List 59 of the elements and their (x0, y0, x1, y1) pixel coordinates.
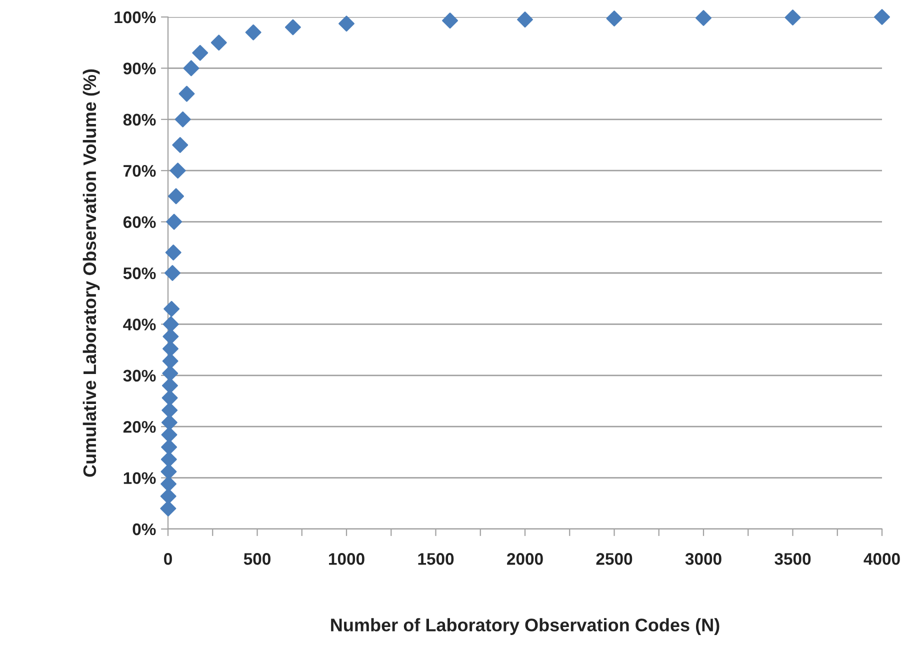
point (161, 414, 178, 430)
point (165, 244, 182, 260)
point (606, 10, 622, 27)
point (162, 390, 178, 406)
point (160, 476, 177, 492)
y-tick-label: 80% (123, 114, 156, 126)
point (442, 12, 458, 29)
point (162, 402, 178, 418)
point (284, 19, 301, 36)
y-tick-label: 100% (114, 11, 156, 24)
x-tick-label: 2000 (507, 553, 543, 565)
point (174, 111, 191, 128)
x-axis-title: Number of Laboratory Observation Codes (N) (331, 618, 720, 635)
point (245, 24, 262, 40)
point (160, 500, 176, 516)
point (192, 44, 208, 61)
y-tick-label: 50% (123, 267, 156, 280)
point (160, 488, 176, 504)
point (162, 378, 178, 394)
point (164, 265, 180, 281)
point (338, 16, 354, 32)
point (162, 365, 178, 382)
y-tick-label: 70% (124, 165, 156, 177)
y-tick-label: 60% (123, 216, 156, 228)
point (172, 137, 188, 153)
y-tick-label: 0% (132, 523, 156, 536)
x-tick-label: 1000 (329, 553, 364, 565)
point (168, 188, 184, 204)
x-tick-label: 2500 (596, 553, 632, 565)
x-tick-label: 1500 (418, 553, 454, 565)
point (162, 340, 178, 357)
x-tick-label: 4000 (864, 553, 900, 565)
point (161, 439, 178, 456)
point (162, 353, 178, 370)
y-tick-label: 20% (123, 421, 156, 433)
point (210, 34, 227, 51)
point (784, 10, 801, 26)
x-tick-label: 3500 (774, 553, 811, 565)
x-tick-label: 500 (244, 553, 270, 565)
point (874, 9, 890, 25)
y-tick-label: 10% (124, 472, 156, 484)
point (162, 328, 179, 344)
x-tick-label: 3000 (685, 553, 722, 565)
point (183, 60, 200, 76)
point (164, 300, 180, 317)
point (696, 10, 712, 26)
y-tick-label: 30% (123, 370, 156, 382)
y-tick-label: 90% (123, 62, 156, 74)
point (160, 451, 177, 468)
y-axis-title: Cumulative Laboratory Observation Volume (%) (82, 69, 100, 477)
point (161, 426, 178, 443)
x-tick-label: 0 (164, 553, 172, 565)
point (160, 464, 177, 480)
point (166, 214, 182, 230)
point (162, 316, 179, 332)
y-tick-label: 40% (123, 318, 156, 330)
point (517, 12, 533, 28)
point (178, 86, 195, 102)
point (170, 162, 186, 179)
